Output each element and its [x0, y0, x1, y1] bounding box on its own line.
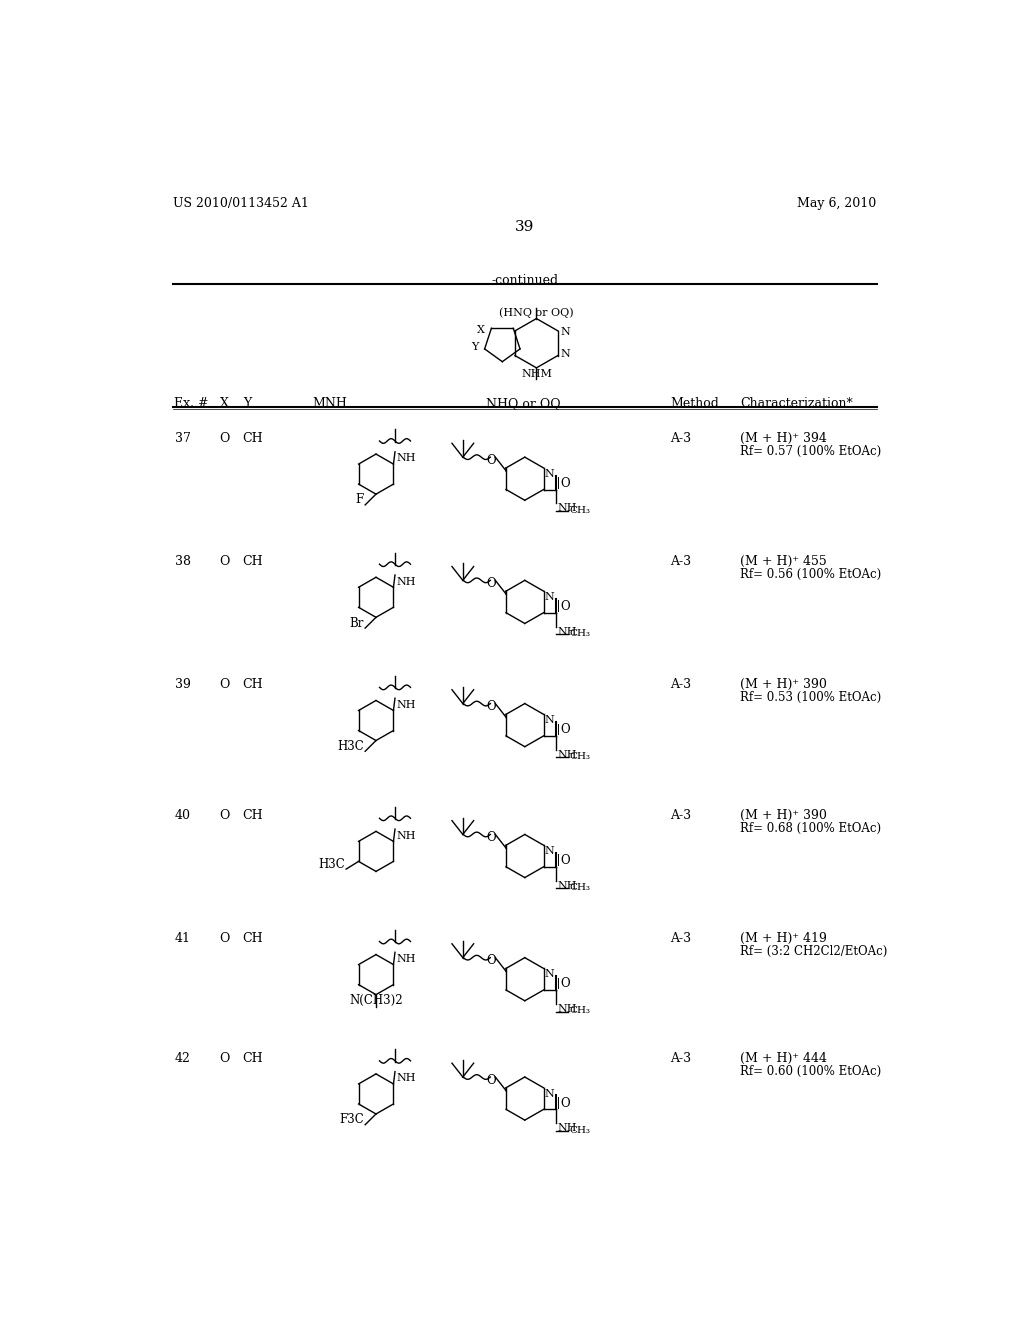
Text: Rf= (3:2 CH2Cl2/EtOAc): Rf= (3:2 CH2Cl2/EtOAc): [740, 945, 888, 958]
Text: O: O: [485, 832, 496, 843]
Text: O: O: [561, 601, 570, 612]
Text: 38: 38: [174, 554, 190, 568]
Text: CH: CH: [243, 678, 263, 692]
Text: (M + H)⁺ 394: (M + H)⁺ 394: [740, 432, 827, 445]
Text: H3C: H3C: [317, 858, 345, 871]
Text: CH₃: CH₃: [569, 883, 590, 892]
Text: N: N: [545, 846, 554, 855]
Text: 42: 42: [174, 1052, 190, 1065]
Text: O: O: [561, 1097, 570, 1110]
Text: (M + H)⁺ 390: (M + H)⁺ 390: [740, 809, 827, 822]
Text: (M + H)⁺ 390: (M + H)⁺ 390: [740, 678, 827, 692]
Text: NH: NH: [396, 453, 416, 463]
Text: Rf= 0.68 (100% EtOAc): Rf= 0.68 (100% EtOAc): [740, 822, 882, 836]
Text: A-3: A-3: [671, 809, 691, 822]
Text: US 2010/0113452 A1: US 2010/0113452 A1: [173, 197, 309, 210]
Text: May 6, 2010: May 6, 2010: [798, 197, 877, 210]
Text: N: N: [560, 348, 570, 359]
Text: NH: NH: [557, 1003, 578, 1014]
Text: Br: Br: [349, 616, 364, 630]
Text: CH: CH: [243, 932, 263, 945]
Text: 39: 39: [174, 678, 190, 692]
Text: (HNQ or OQ): (HNQ or OQ): [499, 308, 573, 318]
Text: 39: 39: [515, 220, 535, 234]
Text: O: O: [485, 454, 496, 467]
Text: N(CH3)2: N(CH3)2: [349, 994, 402, 1007]
Text: 40: 40: [174, 809, 190, 822]
Text: NH: NH: [396, 830, 416, 841]
Text: A-3: A-3: [671, 432, 691, 445]
Text: O: O: [561, 854, 570, 867]
Text: N: N: [560, 327, 570, 338]
Text: NH: NH: [396, 954, 416, 964]
Text: MNH: MNH: [312, 397, 347, 411]
Text: Rf= 0.53 (100% EtOAc): Rf= 0.53 (100% EtOAc): [740, 692, 882, 705]
Text: X: X: [477, 325, 485, 335]
Text: X: X: [219, 397, 228, 411]
Text: 37: 37: [174, 432, 190, 445]
Text: NH: NH: [396, 700, 416, 710]
Text: O: O: [561, 723, 570, 737]
Text: A-3: A-3: [671, 678, 691, 692]
Text: NHQ or OQ: NHQ or OQ: [486, 397, 560, 411]
Text: NH: NH: [557, 1123, 578, 1133]
Text: O: O: [485, 577, 496, 590]
Text: A-3: A-3: [671, 554, 691, 568]
Text: (M + H)⁺ 444: (M + H)⁺ 444: [740, 1052, 827, 1065]
Text: H3C: H3C: [337, 739, 364, 752]
Text: (M + H)⁺ 419: (M + H)⁺ 419: [740, 932, 827, 945]
Text: NH: NH: [557, 880, 578, 891]
Text: CH: CH: [243, 432, 263, 445]
Text: CH₃: CH₃: [569, 1126, 590, 1135]
Text: NH: NH: [557, 627, 578, 636]
Text: O: O: [485, 1073, 496, 1086]
Text: O: O: [219, 1052, 229, 1065]
Text: -continued: -continued: [492, 275, 558, 286]
Text: CH: CH: [243, 1052, 263, 1065]
Text: Y: Y: [471, 342, 478, 352]
Text: O: O: [219, 554, 229, 568]
Text: Method: Method: [671, 397, 720, 411]
Text: N: N: [545, 969, 554, 979]
Text: CH: CH: [243, 809, 263, 822]
Text: A-3: A-3: [671, 932, 691, 945]
Text: F3C: F3C: [339, 1113, 364, 1126]
Text: Rf= 0.56 (100% EtOAc): Rf= 0.56 (100% EtOAc): [740, 568, 882, 581]
Text: O: O: [219, 809, 229, 822]
Text: F: F: [355, 494, 364, 507]
Text: NH: NH: [396, 577, 416, 586]
Text: 41: 41: [174, 932, 190, 945]
Text: CH: CH: [243, 554, 263, 568]
Text: N: N: [545, 591, 554, 602]
Text: NH: NH: [557, 750, 578, 760]
Text: Rf= 0.60 (100% EtOAc): Rf= 0.60 (100% EtOAc): [740, 1065, 882, 1077]
Text: (M + H)⁺ 455: (M + H)⁺ 455: [740, 554, 827, 568]
Text: CH₃: CH₃: [569, 506, 590, 515]
Text: Characterization*: Characterization*: [740, 397, 853, 411]
Text: Y: Y: [243, 397, 251, 411]
Text: CH₃: CH₃: [569, 630, 590, 638]
Text: O: O: [219, 678, 229, 692]
Text: O: O: [485, 700, 496, 713]
Text: CH₃: CH₃: [569, 1006, 590, 1015]
Text: O: O: [219, 432, 229, 445]
Text: NH: NH: [557, 503, 578, 513]
Text: O: O: [561, 977, 570, 990]
Text: N: N: [545, 715, 554, 725]
Text: N: N: [545, 1089, 554, 1098]
Text: Ex. #: Ex. #: [174, 397, 209, 411]
Text: Rf= 0.57 (100% EtOAc): Rf= 0.57 (100% EtOAc): [740, 445, 882, 458]
Text: O: O: [561, 477, 570, 490]
Text: A-3: A-3: [671, 1052, 691, 1065]
Text: O: O: [219, 932, 229, 945]
Text: NHM: NHM: [521, 368, 552, 379]
Text: O: O: [485, 954, 496, 968]
Text: N: N: [545, 469, 554, 479]
Text: CH₃: CH₃: [569, 752, 590, 762]
Text: NH: NH: [396, 1073, 416, 1084]
